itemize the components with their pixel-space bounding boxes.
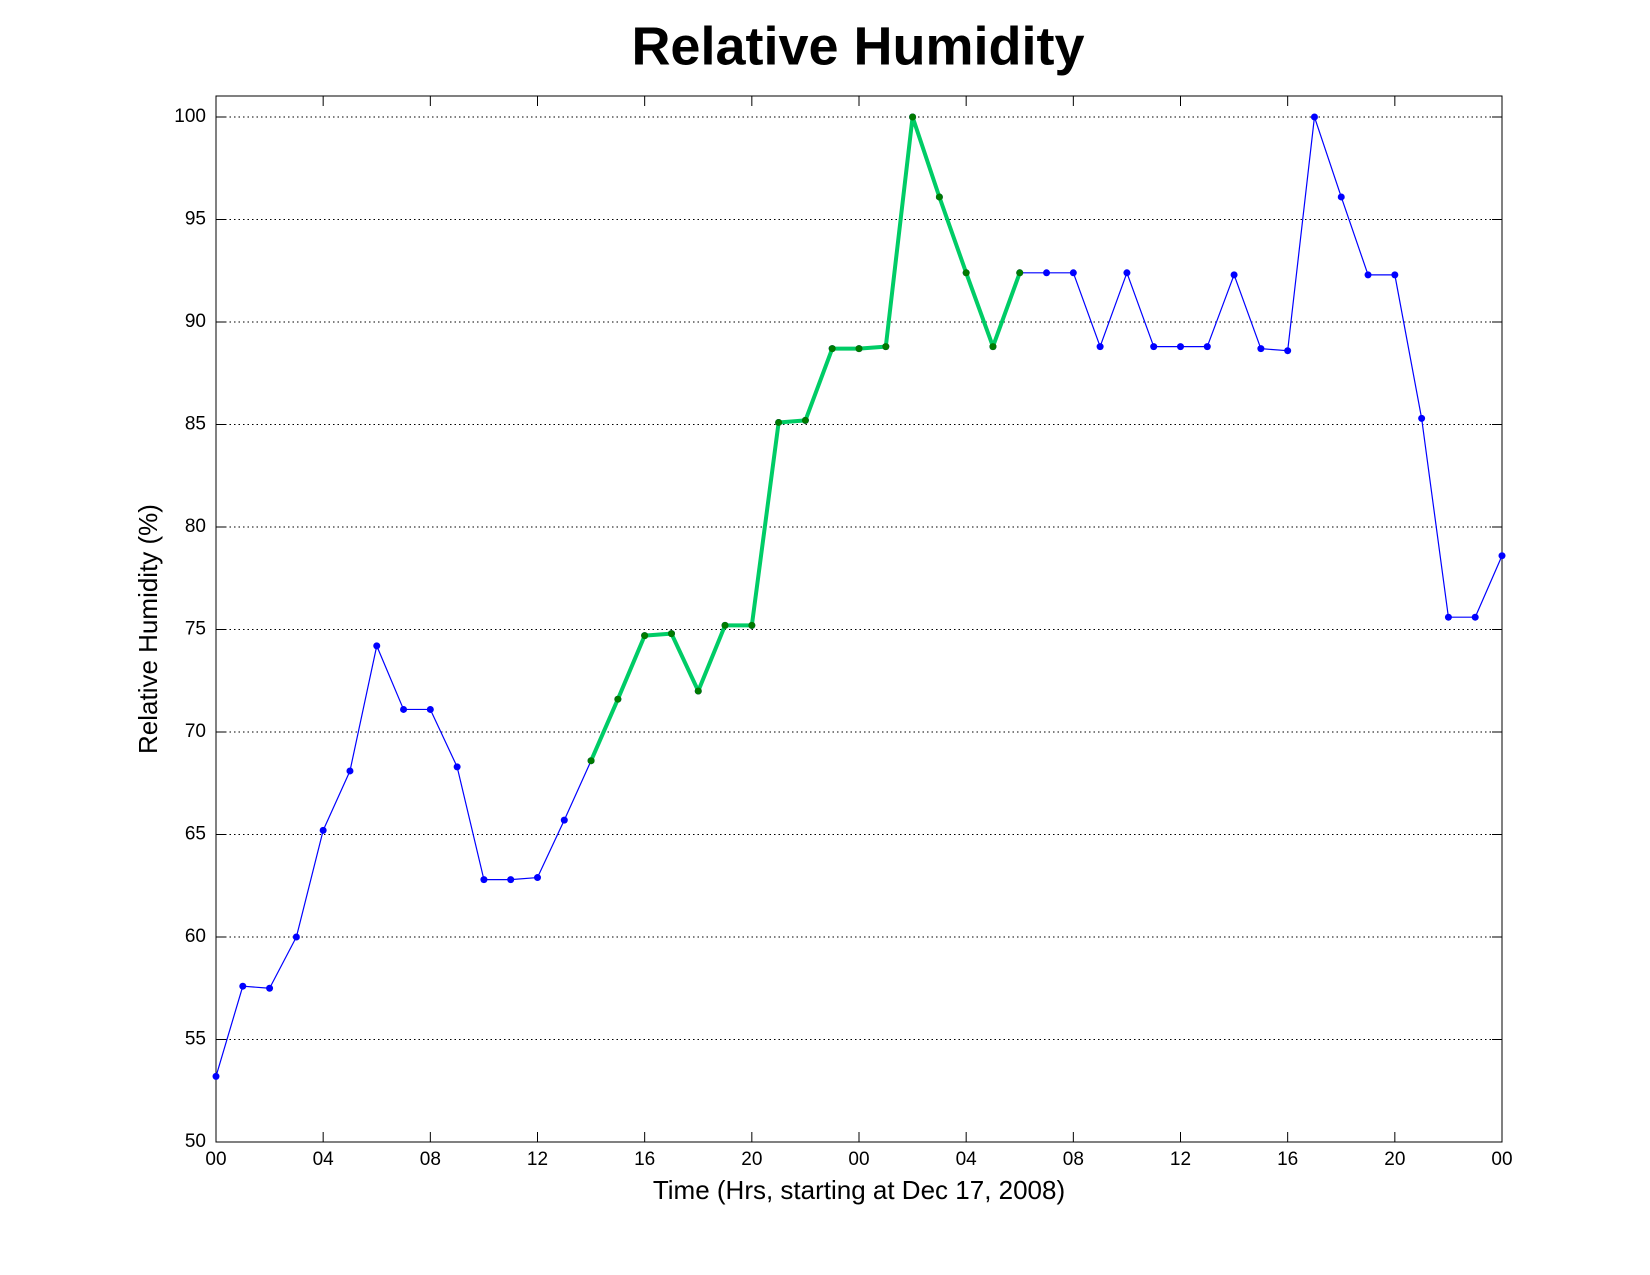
data-point xyxy=(1096,343,1104,351)
x-tick-label: 04 xyxy=(956,1149,978,1170)
data-point xyxy=(1418,414,1426,422)
y-axis-label: Relative Humidity (%) xyxy=(133,504,163,754)
y-tick-label: 95 xyxy=(185,209,206,230)
x-tick-label: 12 xyxy=(527,1149,548,1170)
data-point xyxy=(400,705,408,713)
x-tick-label: 00 xyxy=(205,1149,226,1170)
data-point xyxy=(587,757,595,765)
data-point xyxy=(882,343,890,351)
data-point xyxy=(507,876,515,884)
x-tick-label: 04 xyxy=(313,1149,335,1170)
data-point xyxy=(935,193,943,201)
data-point xyxy=(453,763,461,771)
data-point xyxy=(801,416,809,424)
x-tick-label: 12 xyxy=(1170,1149,1191,1170)
data-point xyxy=(667,630,675,638)
data-point xyxy=(775,418,783,426)
data-point xyxy=(855,345,863,353)
data-point xyxy=(962,269,970,277)
data-point xyxy=(1123,269,1131,277)
data-point xyxy=(909,113,917,121)
data-point xyxy=(1310,113,1318,121)
data-point xyxy=(1230,271,1238,279)
x-tick-label: 00 xyxy=(848,1149,869,1170)
data-point xyxy=(426,705,434,713)
data-point xyxy=(1043,269,1051,277)
data-point xyxy=(1016,269,1024,277)
data-point xyxy=(319,826,327,834)
data-point xyxy=(748,621,756,629)
data-point xyxy=(480,876,488,884)
data-point xyxy=(266,984,274,992)
data-point xyxy=(1364,271,1372,279)
y-tick-label: 100 xyxy=(174,106,206,127)
data-point xyxy=(212,1072,220,1080)
data-point xyxy=(694,687,702,695)
data-point xyxy=(292,933,300,941)
chart-title: Relative Humidity xyxy=(631,16,1084,76)
data-point xyxy=(989,343,997,351)
data-point xyxy=(614,695,622,703)
data-point xyxy=(560,816,568,824)
y-tick-label: 90 xyxy=(185,311,206,332)
data-point xyxy=(1498,552,1506,560)
data-point xyxy=(346,767,354,775)
x-tick-label: 20 xyxy=(1384,1149,1405,1170)
data-point xyxy=(721,621,729,629)
data-point xyxy=(1203,343,1211,351)
data-point xyxy=(1337,193,1345,201)
data-point xyxy=(1471,613,1479,621)
data-point xyxy=(373,642,381,650)
data-point xyxy=(239,982,247,990)
y-tick-label: 75 xyxy=(185,619,206,640)
data-point xyxy=(1069,269,1077,277)
data-point xyxy=(1177,343,1184,351)
y-tick-label: 70 xyxy=(185,721,206,742)
data-point xyxy=(641,632,649,640)
data-point xyxy=(1444,613,1452,621)
x-tick-label: 16 xyxy=(1277,1149,1298,1170)
x-tick-label: 08 xyxy=(1063,1149,1084,1170)
y-tick-label: 50 xyxy=(185,1131,206,1152)
data-point xyxy=(1257,345,1265,353)
x-tick-label: 08 xyxy=(420,1149,441,1170)
data-point xyxy=(828,345,836,353)
data-point xyxy=(1150,343,1158,351)
y-tick-label: 65 xyxy=(185,824,206,845)
data-point xyxy=(1284,347,1292,355)
x-axis-label: Time (Hrs, starting at Dec 17, 2008) xyxy=(653,1175,1065,1205)
data-point xyxy=(1391,271,1399,279)
y-tick-label: 60 xyxy=(185,926,206,947)
plot-area xyxy=(215,95,1503,1143)
x-tick-label: 20 xyxy=(741,1149,762,1170)
y-tick-label: 80 xyxy=(185,516,206,537)
x-tick-label: 16 xyxy=(634,1149,655,1170)
y-tick-label: 85 xyxy=(185,414,206,435)
x-tick-label: 00 xyxy=(1491,1149,1512,1170)
data-point xyxy=(534,874,541,882)
y-tick-label: 55 xyxy=(185,1029,206,1050)
